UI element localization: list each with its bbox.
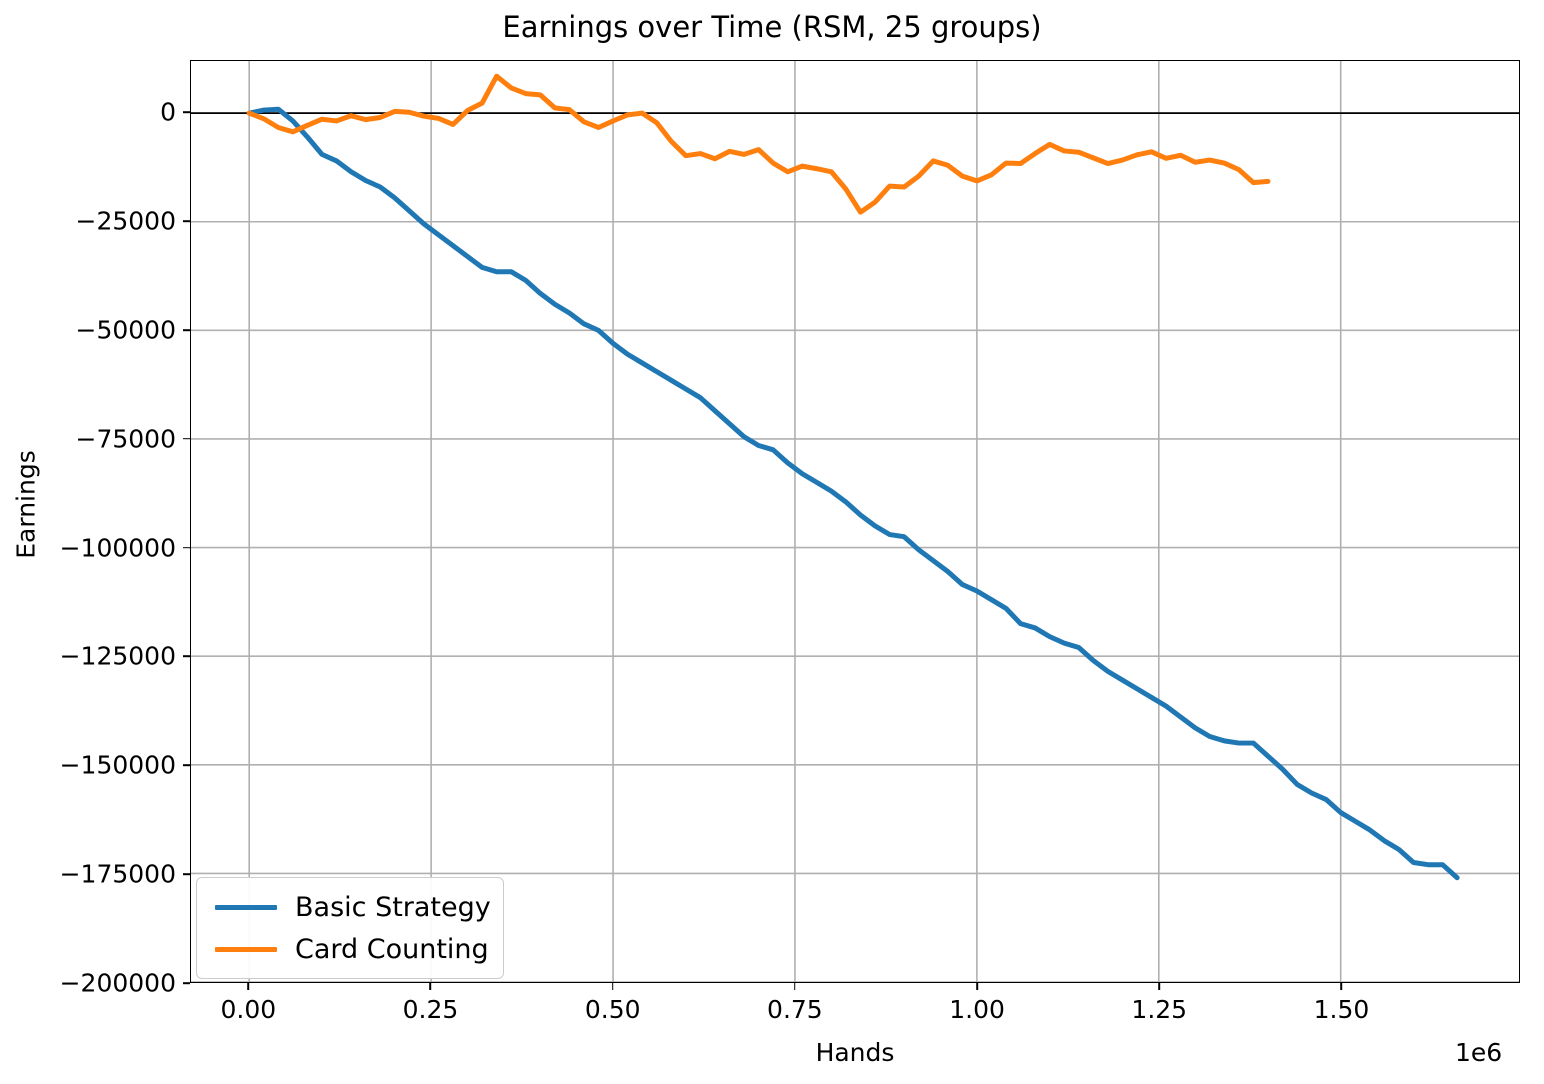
legend-color-swatch-icon	[215, 904, 277, 910]
x-tick-mark	[976, 983, 978, 990]
x-tick-mark	[247, 983, 250, 990]
y-tick-mark	[183, 982, 190, 984]
x-tick-mark	[1340, 983, 1343, 990]
x-tick-mark	[429, 983, 432, 990]
y-tick-mark	[183, 655, 190, 658]
y-tick-mark	[183, 220, 190, 222]
y-tick-label: −150000	[59, 750, 176, 780]
x-tick-label: 1.00	[949, 995, 1005, 1024]
x-tick-mark	[611, 983, 614, 990]
y-tick-label: −100000	[59, 533, 176, 563]
legend-item-card-counting[interactable]: Card Counting	[209, 928, 491, 970]
y-tick-mark	[183, 873, 190, 875]
y-tick-label: −200000	[59, 968, 176, 998]
y-tick-label: −50000	[75, 315, 176, 345]
legend-item-basic-strategy[interactable]: Basic Strategy	[209, 886, 491, 928]
data-lines	[246, 73, 1460, 881]
y-tick-mark	[183, 764, 190, 767]
y-axis-label: Earnings	[11, 450, 41, 559]
legend-label: Card Counting	[295, 933, 489, 965]
x-tick-mark	[794, 983, 796, 990]
legend-color-swatch-icon	[215, 946, 277, 952]
x-tick-mark	[1158, 983, 1161, 990]
y-tick-mark	[183, 437, 190, 440]
y-tick-label: −125000	[59, 641, 176, 671]
y-tick-mark	[183, 111, 190, 114]
plot-area	[190, 60, 1520, 983]
y-tick-mark	[183, 546, 190, 549]
x-axis-label: Hands	[815, 1038, 895, 1067]
x-tick-label: 1.50	[1313, 995, 1370, 1024]
legend-label: Basic Strategy	[295, 891, 491, 923]
x-tick-label: 1.25	[1131, 995, 1188, 1024]
gridlines	[191, 61, 1519, 982]
x-tick-label: 0.00	[220, 995, 277, 1024]
y-tick-mark	[183, 329, 190, 331]
x-tick-label: 0.75	[767, 995, 823, 1024]
x-axis-exponent-label: 1e6	[1455, 1038, 1503, 1067]
y-tick-label: 0	[160, 97, 176, 127]
y-tick-label: −25000	[75, 206, 176, 236]
chart-title: Earnings over Time (RSM, 25 groups)	[502, 10, 1042, 44]
x-tick-label: 0.25	[402, 995, 459, 1024]
y-tick-label: −175000	[59, 859, 176, 889]
series-line-card-counting	[246, 73, 1271, 215]
x-tick-label: 0.50	[584, 995, 641, 1024]
series-line-basic-strategy	[246, 106, 1460, 881]
legend[interactable]: Basic Strategy Card Counting	[196, 877, 504, 979]
y-tick-label: −75000	[75, 424, 176, 454]
